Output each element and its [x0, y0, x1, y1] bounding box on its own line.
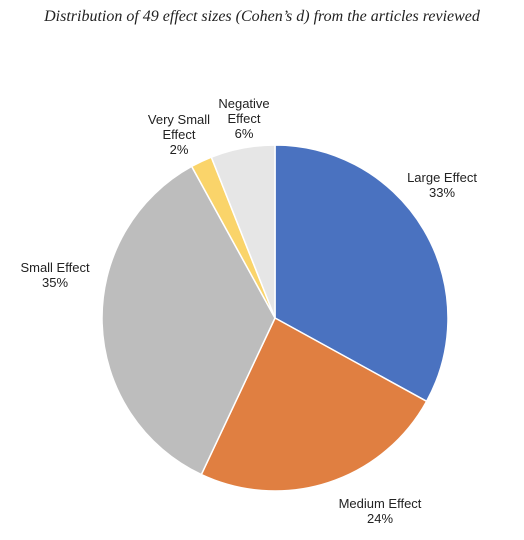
pie-slices: [101, 144, 449, 492]
data-label-medium-effect: Medium Effect 24%: [339, 496, 422, 526]
data-label-very-small-effect: Very Small Effect 2%: [148, 112, 210, 157]
pie-slice-negative-effect: [210, 144, 276, 319]
chart-title: Distribution of 49 effect sizes (Cohen’s…: [44, 8, 480, 25]
pie-slice-medium-effect: [200, 316, 428, 492]
pie-slice-small-effect: [101, 165, 276, 476]
data-label-small-effect: Small Effect 35%: [20, 260, 90, 290]
data-label-negative-effect: Negative Effect 6%: [218, 96, 269, 141]
pie-slice-large-effect: [274, 144, 449, 403]
pie-labels: Large Effect 33% Medium Effect 24% Small Eff…: [20, 96, 477, 526]
data-label-large-effect: Large Effect 33%: [407, 170, 477, 200]
